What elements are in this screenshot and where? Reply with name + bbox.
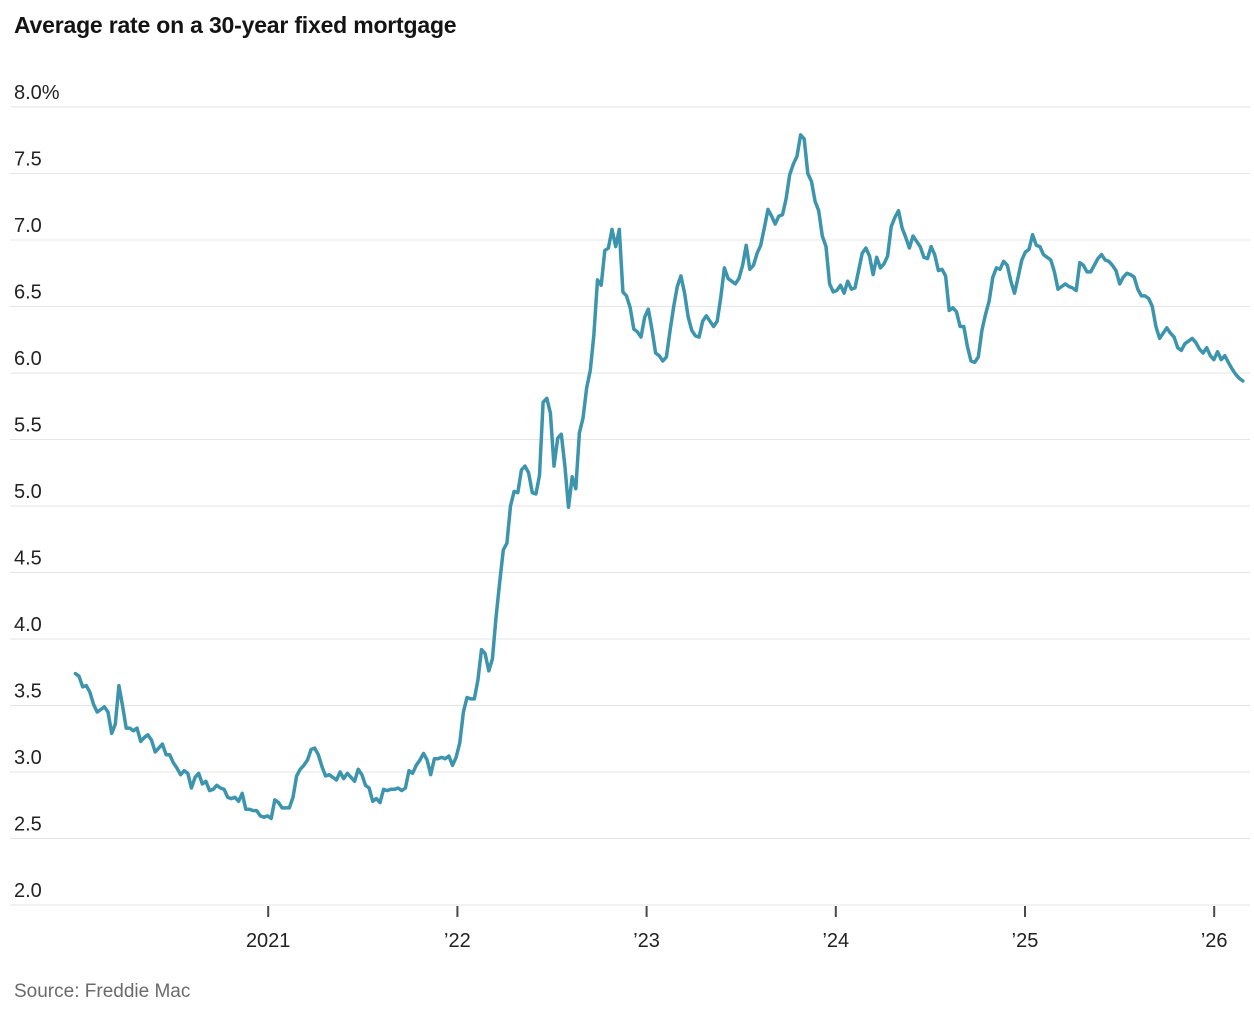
x-axis-label: ’22 bbox=[444, 930, 471, 952]
y-axis-label: 7.5 bbox=[14, 149, 42, 171]
y-axis-labels: 8.0% 7.5 7.0 6.5 6.0 5.5 5.0 4.5 4.0 3.5 3.0 2.5 2.0 bbox=[14, 82, 60, 902]
y-axis-label: 4.5 bbox=[14, 548, 42, 570]
x-axis-label: 2021 bbox=[246, 930, 291, 952]
source-note: Source: Freddie Mac bbox=[14, 981, 191, 1002]
x-axis-label: ’23 bbox=[633, 930, 660, 952]
y-axis-label: 3.0 bbox=[14, 747, 42, 769]
x-axis-label: ’25 bbox=[1012, 930, 1039, 952]
x-axis: 2021 ’22 ’23 ’24 ’25 ’26 bbox=[246, 906, 1228, 952]
x-axis-label: ’24 bbox=[822, 930, 849, 952]
gridlines bbox=[10, 106, 1250, 906]
y-axis-label: 4.0 bbox=[14, 614, 42, 636]
y-axis-label: 7.0 bbox=[14, 215, 42, 237]
y-axis-label: 5.0 bbox=[14, 481, 42, 503]
chart-title: Average rate on a 30-year fixed mortgage bbox=[14, 12, 457, 38]
y-axis-label: 8.0% bbox=[14, 82, 60, 104]
y-axis-label: 2.0 bbox=[14, 880, 42, 902]
y-axis-label: 2.5 bbox=[14, 814, 42, 836]
y-axis-label: 6.0 bbox=[14, 348, 42, 370]
y-axis-label: 5.5 bbox=[14, 415, 42, 437]
rate-line bbox=[73, 133, 1245, 821]
rate-line-series bbox=[73, 133, 1245, 821]
y-axis-label: 6.5 bbox=[14, 282, 42, 304]
x-axis-label: ’26 bbox=[1201, 930, 1228, 952]
y-axis-label: 3.5 bbox=[14, 681, 42, 703]
